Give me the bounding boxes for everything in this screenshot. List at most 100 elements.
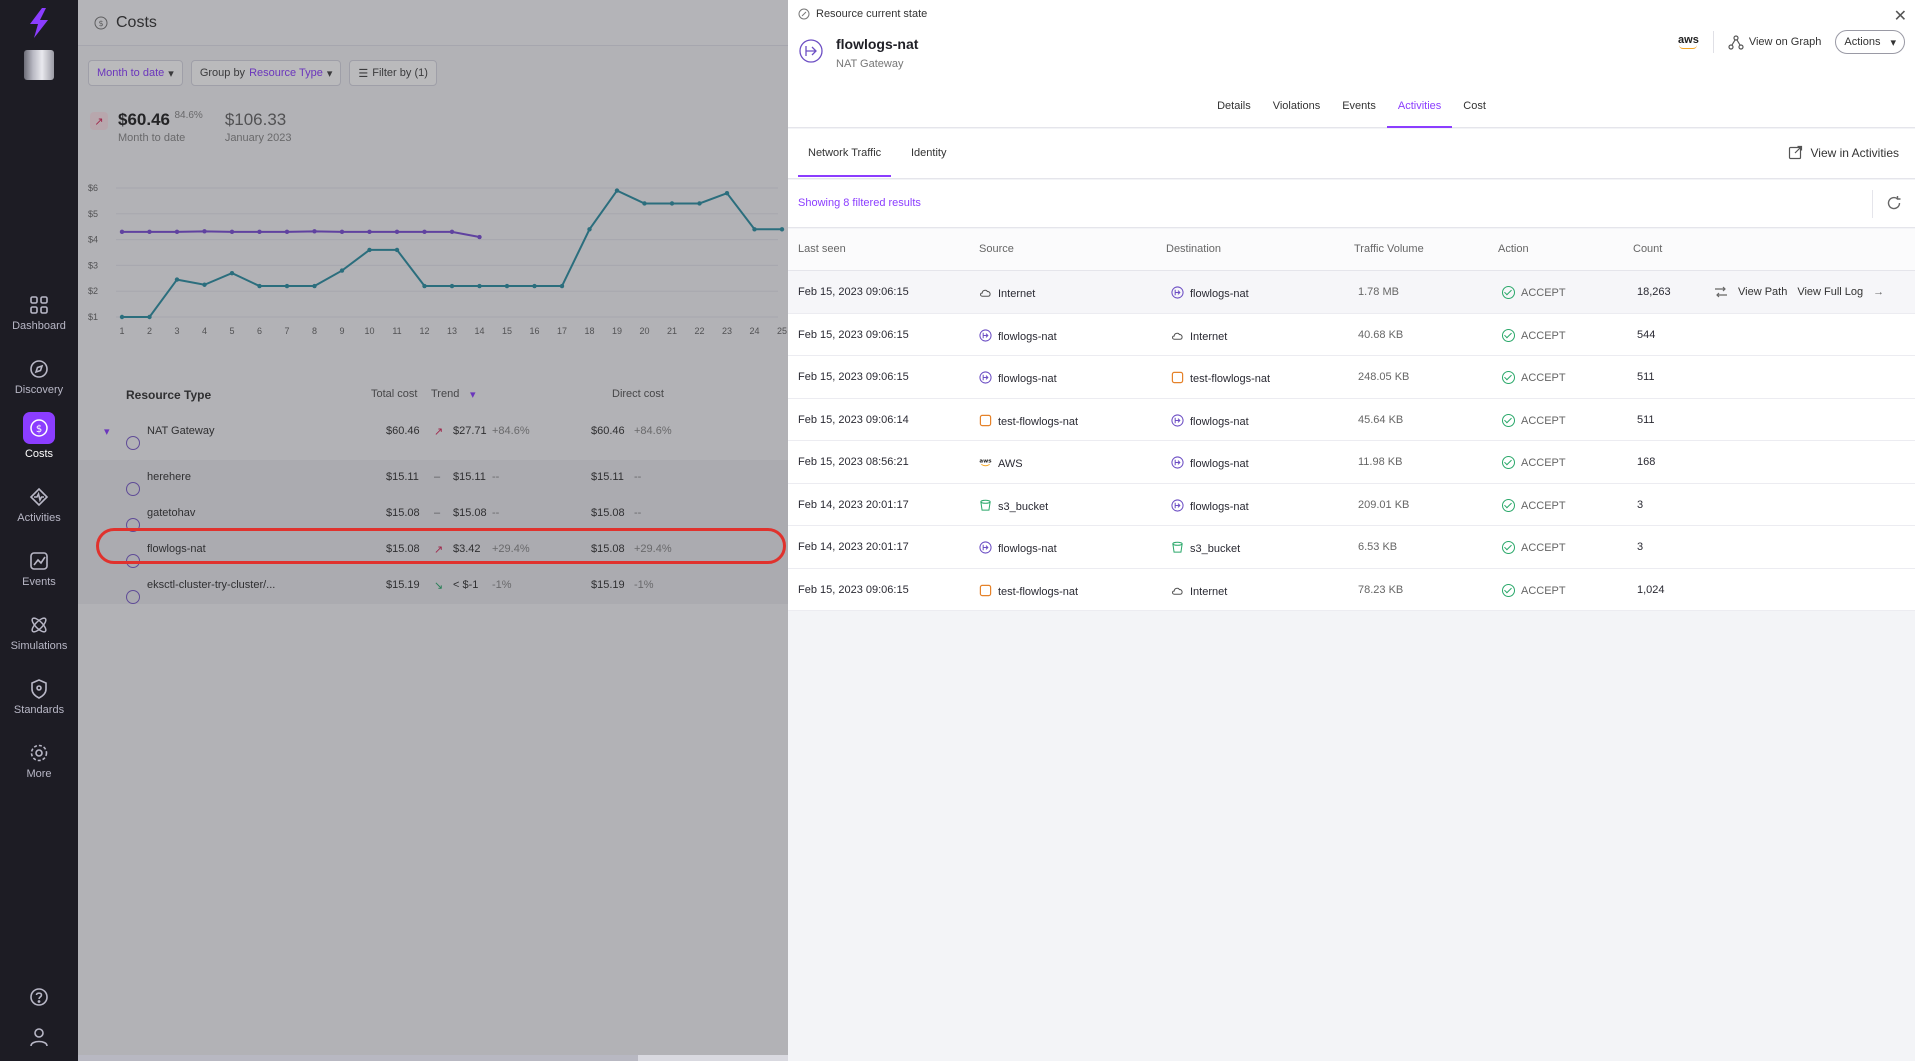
resource-row[interactable]: gatetohav $15.08– $15.08 -- $15.08 -- [78,496,788,532]
cell-destination[interactable]: flowlogs-nat [1171,413,1249,428]
horizontal-scrollbar[interactable] [78,1055,788,1061]
nav-events[interactable]: Events [0,544,78,604]
tab-events[interactable]: Events [1342,100,1376,112]
cloud-icon [1172,332,1183,340]
header-total-cost: Total cost [371,388,418,400]
nat-gateway-icon [1171,456,1184,469]
x-tick-label: 20 [639,326,649,336]
resource-row[interactable]: herehere $15.11– $15.11 -- $15.11 -- [78,460,788,496]
cell-destination[interactable]: Internet [1171,584,1227,598]
col-destination[interactable]: Destination [1166,243,1222,255]
tab-activities[interactable]: Activities [1386,94,1453,128]
view-on-graph-button[interactable]: View on Graph [1728,34,1821,50]
cell-last-seen: Feb 15, 2023 09:06:15 [798,371,909,383]
table-row[interactable]: Feb 15, 2023 09:06:15 flowlogs-nat Interne… [788,314,1915,356]
table-row[interactable]: Feb 14, 2023 20:01:17 s3_bucket flowlogs-n… [788,484,1915,526]
chevron-down-icon: ▾ [1890,36,1896,49]
x-tick-label: 2 [147,326,152,336]
cell-source[interactable]: flowlogs-nat [979,541,1057,555]
cloud-icon [1172,587,1183,595]
nav-activities[interactable]: Activities [0,480,78,540]
table-row[interactable]: Feb 15, 2023 09:06:15 test-flowlogs-nat In… [788,569,1915,611]
nat-gateway-icon [799,39,823,63]
y-tick-label: $6 [88,183,98,193]
forecast-series-point [202,229,207,234]
cell-action: ACCEPT [1502,583,1566,597]
cell-destination[interactable]: flowlogs-nat [1171,286,1249,300]
y-tick-label: $2 [88,286,98,296]
view-path-link[interactable]: View Path [1738,286,1788,298]
nav-standards[interactable]: Standards [0,672,78,732]
col-count[interactable]: Count [1633,243,1663,255]
arrow-right-icon[interactable]: → [1873,286,1885,298]
cell-action: ACCEPT [1502,456,1566,469]
nat-gateway-icon [979,371,992,384]
resource-name: gatetohav [147,507,196,519]
filter-button[interactable]: ☰ Filter by (1) [349,60,437,86]
view-in-activities-button[interactable]: View in Activities [1788,145,1899,160]
grid-icon [30,296,48,314]
app-logo-icon[interactable] [26,8,52,38]
nav-more[interactable]: More [0,736,78,796]
aws-logo-icon: aws [1678,34,1699,49]
group-by-dropdown[interactable]: Group by Resource Type ▾ [190,60,342,86]
drawer-tabs: Details Violations Events Activities Cos… [788,94,1915,128]
cell-source[interactable]: s3_bucket [979,499,1048,513]
y-tick-label: $3 [88,260,98,270]
total-cost: $15.11 [386,471,419,483]
nav-simulations[interactable]: Simulations [0,608,78,668]
cell-destination[interactable]: flowlogs-nat [1171,456,1249,470]
tab-violations[interactable]: Violations [1272,100,1321,112]
subtab-network-traffic[interactable]: Network Traffic [798,129,892,177]
org-avatar[interactable] [24,50,54,80]
nav-dashboard[interactable]: Dashboard [0,288,78,348]
cell-source[interactable]: flowlogs-nat [979,328,1057,343]
x-tick-label: 6 [257,326,262,336]
actions-dropdown[interactable]: Actions ▾ [1835,30,1905,54]
table-row[interactable]: Feb 15, 2023 09:06:14 test-flowlogs-nat fl… [788,399,1915,441]
y-tick-label: $5 [88,209,98,219]
table-row[interactable]: Feb 14, 2023 20:01:17 flowlogs-nat s3_buck… [788,526,1915,569]
resource-row[interactable]: eksctl-cluster-try-cluster/... $15.19 ↘ < $… [78,568,788,604]
activity-icon [29,487,49,507]
subtab-identity[interactable]: Identity [911,147,947,159]
resource-row[interactable]: ▾ NAT Gateway $60.46 ↗ $27.71 +84.6% $60.46 +84… [78,414,788,450]
cell-source[interactable]: aws AWS [979,458,1023,470]
cost-series-point [119,314,125,320]
col-action[interactable]: Action [1498,243,1529,255]
cell-destination[interactable]: s3_bucket [1171,541,1240,555]
period-dropdown[interactable]: Month to date ▾ [88,60,183,86]
table-row[interactable]: Feb 15, 2023 08:56:21 aws AWS flowlogs-nat 1… [788,441,1915,484]
user-icon[interactable] [28,1026,50,1048]
cell-destination[interactable]: test-flowlogs-nat [1171,371,1270,385]
cell-last-seen: Feb 15, 2023 09:06:15 [798,328,909,341]
close-icon[interactable]: ✕ [1893,8,1907,25]
nav-discovery[interactable]: Discovery [0,352,78,412]
col-source[interactable]: Source [979,243,1014,255]
instance-icon [1171,371,1184,384]
cell-source[interactable]: test-flowlogs-nat [979,584,1078,598]
cell-source[interactable]: flowlogs-nat [979,371,1057,385]
x-tick-label: 4 [202,326,207,336]
cell-source[interactable]: Internet [979,286,1035,300]
nat-gateway-icon [979,328,992,342]
cell-destination[interactable]: Internet [1171,329,1227,343]
total-cost: $60.46 [386,425,420,437]
table-row[interactable]: Feb 15, 2023 09:06:15 flowlogs-nat test-fl… [788,356,1915,399]
cost-series-point [504,283,510,289]
refresh-icon[interactable] [1885,194,1903,212]
view-full-log-link[interactable]: View Full Log [1797,286,1864,298]
nav-costs[interactable]: $ Costs [0,412,78,472]
cost-series-point [257,283,262,289]
tab-details[interactable]: Details [1217,100,1251,112]
col-last-seen[interactable]: Last seen [798,243,846,255]
tab-cost[interactable]: Cost [1463,100,1486,112]
nav-label: More [26,768,52,780]
chevron-down-icon: ▾ [326,67,333,80]
help-icon[interactable] [28,986,50,1008]
table-row[interactable]: Feb 15, 2023 09:06:15 Internet flowlogs-na… [788,271,1915,314]
cell-source[interactable]: test-flowlogs-nat [979,414,1078,428]
kpi-value: $60.46 [118,110,170,129]
cell-destination[interactable]: flowlogs-nat [1171,498,1249,513]
col-traffic-volume[interactable]: Traffic Volume [1354,243,1424,255]
